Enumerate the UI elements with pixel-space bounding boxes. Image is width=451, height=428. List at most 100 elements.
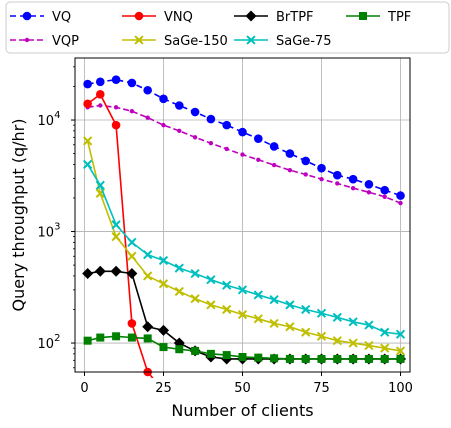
data-point-sage-75: [316, 308, 327, 318]
data-point-vq: [285, 149, 295, 158]
data-point-tpf: [127, 333, 136, 342]
legend-label-tpf: TPF: [387, 10, 411, 25]
data-point-vnq: [365, 399, 374, 408]
data-point-vnq: [349, 399, 358, 408]
data-point-vqp: [303, 172, 308, 177]
data-point-vqp: [224, 146, 229, 152]
data-point-vq: [301, 156, 311, 166]
data-point-brtpf: [94, 265, 106, 277]
data-point-vqp: [192, 135, 198, 140]
legend-item-vnq: VNQ: [122, 10, 193, 25]
data-point-vqp: [366, 190, 372, 195]
data-point-tpf: [96, 333, 105, 342]
data-point-vq: [174, 101, 184, 110]
x-tick-label: 0: [80, 381, 88, 396]
data-point-tpf: [380, 354, 389, 363]
data-point-sage-75: [237, 285, 248, 295]
legend-label-vnq: VNQ: [164, 10, 193, 25]
data-point-vq: [269, 142, 279, 151]
data-point-vq: [95, 77, 105, 87]
data-point-brtpf: [110, 265, 122, 277]
data-point-tpf: [317, 354, 326, 363]
data-point-tpf: [83, 336, 92, 345]
data-point-vq: [83, 79, 92, 89]
data-point-vqp: [208, 140, 214, 146]
x-tick-label: 75: [313, 381, 330, 396]
legend-label-vqp: VQP: [52, 34, 79, 49]
data-point-sage-75: [95, 180, 105, 190]
data-point-sage-150: [301, 327, 311, 337]
x-tick-label: 25: [155, 381, 172, 396]
legend-item-tpf: TPF: [346, 10, 411, 25]
data-point-vqp: [271, 162, 277, 168]
data-point-vnq: [317, 399, 326, 408]
data-point-vnq: [83, 99, 92, 109]
data-point-sage-150: [222, 304, 232, 315]
series-tpf: [83, 332, 405, 363]
data-point-sage-150: [190, 294, 200, 304]
data-point-sage-75: [332, 312, 342, 322]
data-point-vnq: [111, 120, 121, 130]
y-tick-exponent: 2: [54, 333, 60, 344]
data-point-sage-150: [316, 331, 327, 341]
data-point-sage-75: [380, 327, 390, 337]
data-point-tpf: [396, 354, 405, 363]
data-point-tpf: [364, 354, 373, 363]
data-point-tpf: [159, 343, 168, 352]
data-point-vnq: [127, 319, 137, 328]
data-point-tpf: [112, 332, 121, 341]
legend-item-sage-150: SaGe-150: [122, 34, 228, 49]
x-tick-label: 100: [388, 381, 413, 396]
data-point-sage-75: [253, 290, 263, 300]
data-point-sage-150: [269, 318, 279, 329]
data-point-vq: [317, 163, 326, 173]
legend-label-sage-75: SaGe-75: [276, 34, 332, 49]
data-point-vqp: [398, 200, 403, 206]
data-point-vqp: [129, 109, 135, 114]
data-point-vqp: [335, 181, 340, 186]
data-point-vq: [159, 94, 168, 104]
data-point-sage-75: [269, 295, 279, 305]
data-point-sage-150: [348, 338, 358, 348]
data-point-vqp: [177, 128, 182, 134]
data-point-vqp: [240, 152, 245, 157]
series-vnq: [83, 90, 405, 408]
data-point-sage-150: [127, 251, 137, 261]
data-point-vqp: [161, 122, 166, 128]
data-point-tpf: [270, 354, 279, 363]
data-point-sage-150: [285, 322, 295, 332]
data-point-tpf: [333, 354, 342, 363]
data-point-vq: [111, 75, 121, 84]
data-point-tpf: [359, 12, 367, 20]
data-point-sage-75: [174, 263, 184, 273]
data-point-tpf: [285, 354, 294, 363]
series-sage-75: [83, 159, 406, 339]
data-point-tpf: [349, 354, 358, 363]
data-point-sage-150: [83, 136, 93, 146]
data-point-sage-75: [158, 255, 169, 266]
series-sage-150: [83, 136, 406, 356]
legend-label-vq: VQ: [52, 10, 71, 25]
data-point-sage-75: [246, 35, 256, 45]
legend-label-brtpf: BrTPF: [276, 10, 314, 25]
data-point-vqp: [256, 157, 261, 162]
data-point-vq: [348, 174, 358, 184]
y-tick-label: 104: [38, 110, 61, 129]
data-point-tpf: [175, 345, 184, 354]
data-point-vnq: [134, 11, 144, 21]
data-point-sage-150: [364, 340, 374, 351]
data-point-sage-75: [348, 317, 358, 327]
data-point-vq: [380, 185, 390, 195]
data-point-sage-75: [395, 329, 406, 339]
data-point-sage-75: [206, 275, 216, 285]
data-point-sage-75: [285, 300, 295, 310]
data-point-tpf: [254, 353, 263, 362]
data-point-vqp: [24, 37, 30, 43]
data-point-vq: [143, 85, 152, 95]
data-point-vq: [238, 127, 247, 137]
data-point-sage-75: [222, 280, 232, 290]
data-point-vnq: [396, 399, 405, 408]
legend-item-vq: VQ: [10, 10, 71, 25]
data-point-tpf: [206, 349, 215, 358]
data-point-sage-75: [301, 304, 311, 315]
